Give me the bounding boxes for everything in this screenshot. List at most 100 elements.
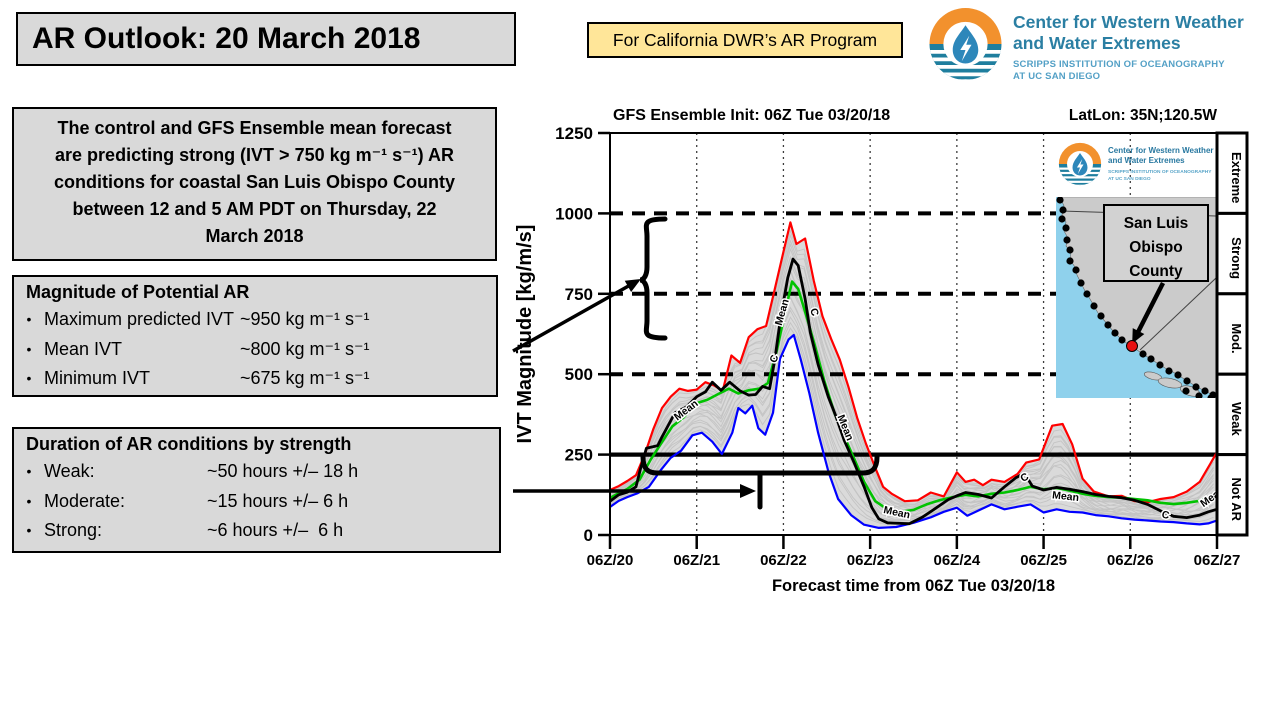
item-value: ~675 kg m⁻¹ s⁻¹ <box>240 368 370 388</box>
map-coast-dot <box>1192 383 1200 391</box>
map-coast-dot <box>1201 387 1209 395</box>
x-axis-label: Forecast time from 06Z Tue 03/20/18 <box>772 577 1055 595</box>
strength-band-not-ar <box>1215 453 1249 537</box>
item-value: ~950 kg m⁻¹ s⁻¹ <box>240 309 370 329</box>
cw3e-mini-sub2: AT UC SAN DIEGO <box>1108 176 1151 182</box>
map-coast-dot <box>1156 361 1164 369</box>
map-island <box>1157 377 1183 389</box>
ensemble-member-line <box>610 270 1214 512</box>
cw3e-mini-name1: Center for Western Weather <box>1108 146 1214 155</box>
map-coast-dot <box>1207 394 1215 398</box>
map-label-arrow <box>1134 281 1166 336</box>
curve-label: Mean <box>1052 489 1080 504</box>
bullet-icon: • <box>26 492 32 509</box>
map-coast-dot <box>1147 355 1155 363</box>
map-coast-dot <box>1062 224 1070 232</box>
ensemble-max-line <box>610 221 1217 504</box>
bullet-icon: • <box>26 463 32 479</box>
bullet-icon: • <box>26 522 32 538</box>
magnitude-brace <box>639 216 668 341</box>
bullet-icon: • <box>26 340 32 357</box>
logo-name-line2: and Water Extremes <box>1013 33 1181 53</box>
y-tick-label: 750 <box>565 285 593 304</box>
item-label: Weak: <box>44 461 95 481</box>
forecast-summary-box: The control and GFS Ensemble mean foreca… <box>12 107 497 261</box>
map-label-text: County <box>1129 263 1183 280</box>
magnitude-arrow-head <box>624 279 641 293</box>
map-coast-dot <box>1059 206 1067 214</box>
map-coast-dot <box>1083 290 1091 298</box>
map-coast-dot <box>1056 197 1064 204</box>
bullet-item: • Strong: ~6 hours +/– 6 h <box>14 516 499 546</box>
map-coast-dot <box>1174 371 1182 379</box>
y-tick-label: 500 <box>565 365 593 384</box>
item-label: Minimum IVT <box>44 368 151 388</box>
item-label: Moderate: <box>44 490 126 511</box>
strength-band-label: Not AR <box>1229 478 1244 522</box>
map-coast-dot <box>1066 246 1074 254</box>
strength-band-label: Strong <box>1229 237 1244 279</box>
item-value: ~50 hours +/– 18 h <box>207 461 359 481</box>
y-tick-label: 0 <box>584 526 593 545</box>
item-label: Maximum predicted IVT <box>44 309 235 329</box>
inset-map <box>1056 197 1216 398</box>
map-coast-dot <box>1111 329 1119 337</box>
map-coast-dot <box>1066 257 1074 265</box>
strength-band-weak <box>1215 372 1249 457</box>
item-label: Strong: <box>44 520 103 540</box>
strength-band-label: Weak <box>1229 402 1244 436</box>
item-label: Mean IVT <box>44 338 123 359</box>
y-tick-label: 1000 <box>555 204 593 223</box>
map-coast-dot <box>1182 387 1190 395</box>
map-label-arrow-head <box>1132 328 1145 344</box>
map-coast-dot <box>1183 377 1191 385</box>
item-value: ~800 kg m⁻¹ s⁻¹ <box>240 338 370 359</box>
x-tick-label: 06Z/26 <box>1107 552 1154 569</box>
logo-name-line1: Center for Western Weather <box>1013 12 1244 32</box>
x-tick-label: 06Z/27 <box>1194 552 1241 569</box>
ensemble-min-line <box>610 333 1217 530</box>
duration-arrow-head <box>740 484 756 498</box>
x-tick-label: 06Z/24 <box>934 552 981 569</box>
slide-title: AR Outlook: 20 March 2018 <box>16 12 516 66</box>
x-tick-label: 06Z/23 <box>847 552 894 569</box>
cw3e-mini-sub1: SCRIPPS INSTITUTION OF OCEANOGRAPHY <box>1108 169 1212 175</box>
map-coast-dot <box>1090 302 1098 310</box>
program-badge: For California DWR’s AR Program <box>587 22 903 58</box>
map-coast-dot <box>1139 350 1147 358</box>
map-coast-dot <box>1077 279 1085 287</box>
map-coast-dot <box>1072 266 1080 274</box>
x-tick-label: 06Z/25 <box>1020 552 1067 569</box>
duration-box: Duration of AR conditions by strength • W… <box>12 427 501 553</box>
strength-band-label: Mod. <box>1229 323 1244 353</box>
ensemble-member-line <box>610 296 1214 517</box>
bullet-icon: • <box>26 370 32 386</box>
magnitude-box: Magnitude of Potential AR • Maximum predi… <box>12 275 498 397</box>
map-coast-dot <box>1063 236 1071 244</box>
map-label-text: Obispo <box>1129 239 1182 256</box>
map-county-border <box>1139 277 1216 351</box>
duration-list: • Weak: ~50 hours +/– 18 h • Moderate: ~15 ho… <box>14 457 499 546</box>
magnitude-box-title: Magnitude of Potential AR <box>26 282 250 302</box>
map-red-dot-slo <box>1126 340 1138 352</box>
map-coast-dot <box>1058 215 1066 223</box>
map-coast-dot <box>1104 321 1112 329</box>
bullet-icon: • <box>26 311 32 327</box>
ensemble-member-line <box>610 295 1214 521</box>
ensemble-member-line <box>610 243 1214 507</box>
magnitude-arrow <box>512 282 634 353</box>
x-tick-label: 06Z/20 <box>587 552 634 569</box>
x-tick-label: 06Z/21 <box>673 552 720 569</box>
map-coast-dot <box>1195 392 1203 398</box>
duration-box-title: Duration of AR conditions by strength <box>26 434 352 454</box>
map-coast-dot <box>1165 367 1173 375</box>
bullet-item: • Minimum IVT ~675 kg m⁻¹ s⁻¹ <box>14 364 496 394</box>
item-value: ~15 hours +/– 6 h <box>207 490 349 511</box>
item-value: ~6 hours +/– 6 h <box>207 520 344 540</box>
cw3e-logo-icon <box>928 5 1003 83</box>
ensemble-member-line <box>610 281 1214 519</box>
bullet-item: • Maximum predicted IVT ~950 kg m⁻¹ s⁻¹ <box>14 305 496 335</box>
y-axis-label: IVT Magnitude [kg/m/s] <box>514 225 536 444</box>
ensemble-member-line <box>610 321 1214 524</box>
